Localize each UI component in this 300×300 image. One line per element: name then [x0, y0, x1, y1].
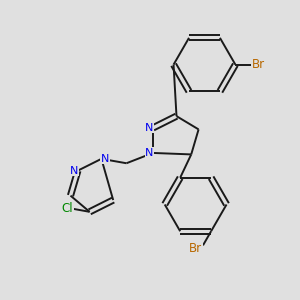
- Text: N: N: [101, 154, 109, 164]
- Text: N: N: [145, 148, 154, 158]
- Text: Cl: Cl: [62, 202, 74, 215]
- Text: Br: Br: [251, 58, 265, 71]
- Text: Br: Br: [189, 242, 202, 255]
- Text: N: N: [145, 123, 154, 133]
- Text: N: N: [70, 166, 79, 176]
